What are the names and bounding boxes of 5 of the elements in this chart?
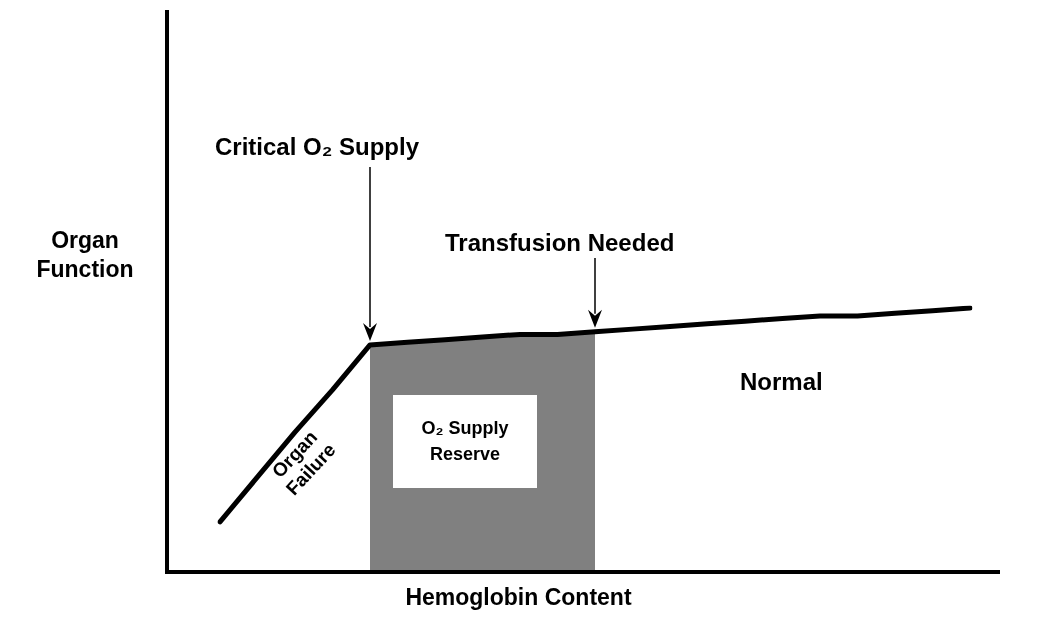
annotation: Normal [740, 368, 823, 396]
text: Critical O₂ Supply [215, 133, 420, 161]
x-axis-title: Hemoglobin Content [404, 584, 633, 611]
y-axis-title: Organ Function [35, 226, 135, 284]
text: Transfusion Needed [445, 229, 675, 257]
